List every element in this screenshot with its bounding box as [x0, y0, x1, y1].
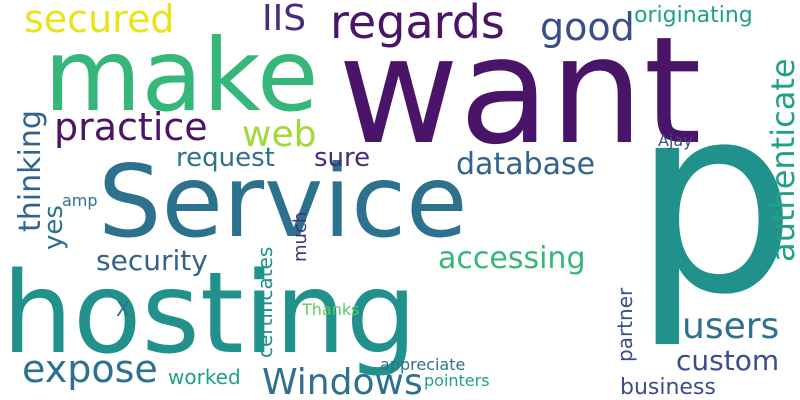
- word-hosting: hosting: [2, 249, 417, 379]
- word-good: good: [540, 5, 635, 49]
- word-authenticate: authenticate: [764, 58, 800, 262]
- word-users: users: [682, 306, 779, 347]
- word-practice: practice: [54, 105, 208, 149]
- word-worked: worked: [168, 365, 241, 389]
- word-p: p: [632, 50, 797, 352]
- word-pointers: pointers: [424, 371, 490, 390]
- word-iis: IIS: [262, 0, 306, 39]
- word-accessing: accessing: [438, 241, 585, 276]
- word-partner: partner: [613, 287, 637, 362]
- word-request: request: [176, 143, 275, 173]
- word-database: database: [456, 147, 595, 182]
- word-thanks: Thanks: [301, 300, 359, 319]
- word-much: much: [290, 212, 311, 262]
- word-make: make: [44, 17, 319, 134]
- word-service: Service: [98, 143, 468, 260]
- word-web: web: [242, 114, 316, 155]
- word-yes: yes: [39, 205, 69, 250]
- word-appreciate: appreciate: [380, 355, 465, 374]
- word-custom: custom: [676, 344, 779, 377]
- word-windows: Windows: [262, 362, 423, 400]
- word-originating: originating: [634, 3, 753, 28]
- word-expose: expose: [22, 347, 158, 391]
- word-amp: amp: [62, 191, 98, 210]
- word-sure: sure: [314, 143, 370, 173]
- word-thinking: thinking: [13, 110, 48, 232]
- word-certificates: certificates: [253, 247, 277, 358]
- word-regards: regards: [330, 0, 505, 49]
- word-secured: secured: [24, 0, 174, 41]
- word-ajay: Ajay: [658, 131, 693, 150]
- word-security: security: [96, 244, 208, 277]
- word-x: X: [116, 297, 130, 321]
- word-want: want: [338, 5, 702, 177]
- word-business: business: [620, 375, 716, 400]
